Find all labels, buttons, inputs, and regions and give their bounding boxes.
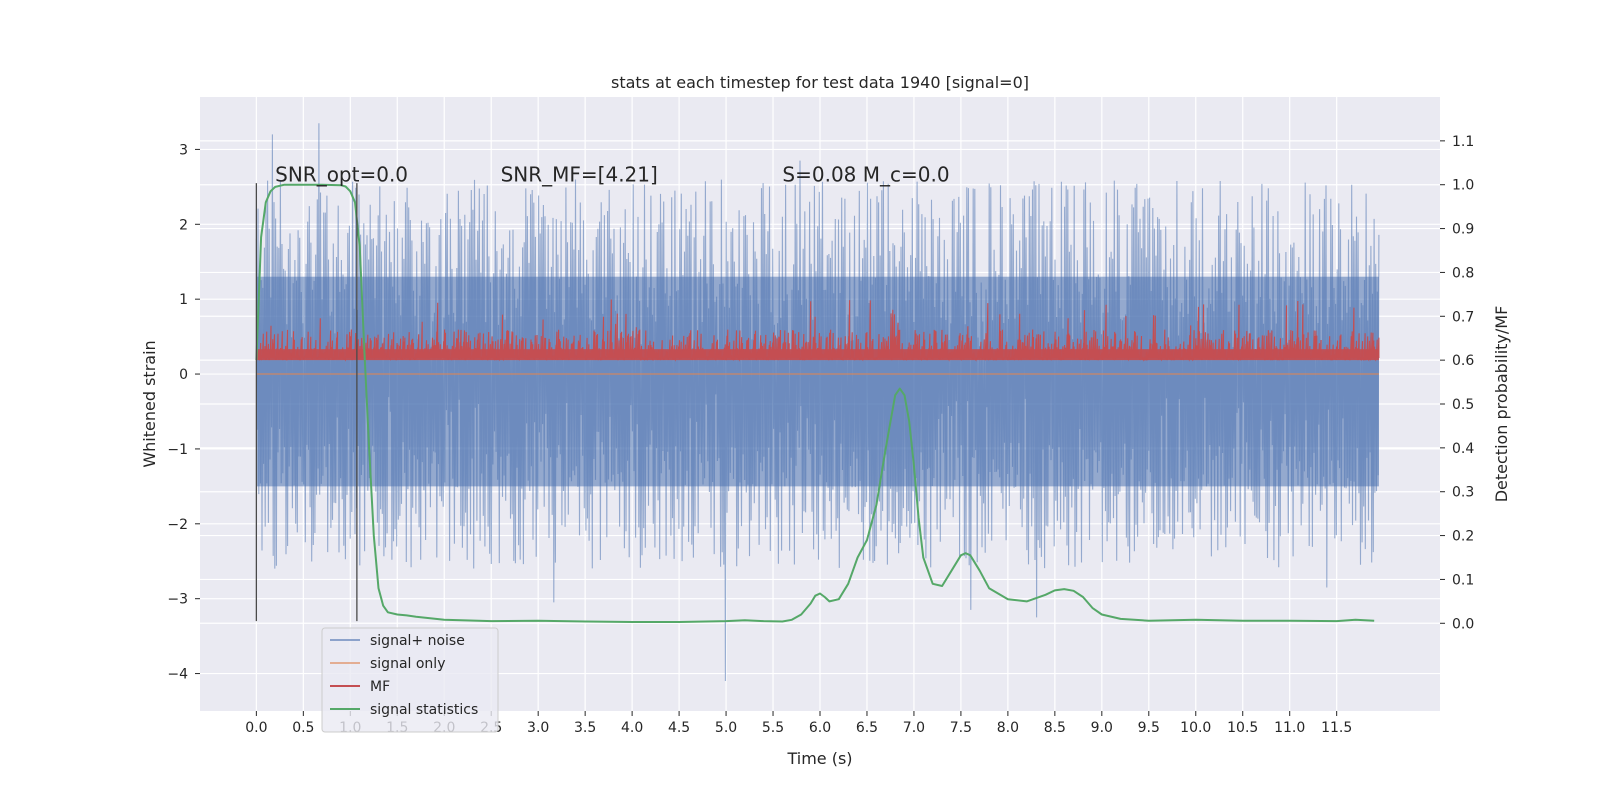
y2-tick-label-6: 0.6 xyxy=(1452,353,1474,369)
x-tick-label-10: 5.0 xyxy=(715,720,737,736)
x-tick-label-9: 4.5 xyxy=(668,720,690,736)
legend-box xyxy=(321,627,499,733)
y2-tick-label-9: 0.9 xyxy=(1452,222,1474,238)
x-tick-label-1: 0.5 xyxy=(292,720,314,736)
legend-label-2: MF xyxy=(370,679,390,695)
y2-tick-label-7: 0.7 xyxy=(1452,309,1474,325)
y2-ticks: 0.0 0.1 0.2 0.3 0.4 0.5 0.6 0.7 0.8 0.9 1.0 1.1 xyxy=(1440,134,1474,632)
y-tick-label-7: 3 xyxy=(179,142,188,158)
y2-tick-label-3: 0.3 xyxy=(1452,485,1474,501)
y-tick-label-0: −4 xyxy=(167,667,188,683)
y2-tick-label-1: 0.1 xyxy=(1452,572,1474,588)
x-tick-label-0: 0.0 xyxy=(245,720,267,736)
x-tick-label-13: 6.5 xyxy=(856,720,878,736)
x-tick-label-23: 11.5 xyxy=(1321,720,1352,736)
y-tick-label-4: 0 xyxy=(179,367,188,383)
x-tick-label-21: 10.5 xyxy=(1227,720,1258,736)
y2-tick-label-10: 1.0 xyxy=(1452,178,1474,194)
legend-label-0: signal+ noise xyxy=(370,633,465,649)
annotation-s-mc: S=0.08 M_c=0.0 xyxy=(782,162,949,186)
legend-label-1: signal only xyxy=(370,656,445,672)
y2-tick-label-4: 0.4 xyxy=(1452,441,1474,457)
x-tick-label-12: 6.0 xyxy=(809,720,831,736)
x-tick-label-11: 5.5 xyxy=(762,720,784,736)
vlines xyxy=(255,183,358,622)
y2-axis-label: Detection probability/MF xyxy=(1492,306,1511,503)
annotation-snr-mf: SNR_MF=[4.21] xyxy=(501,162,658,186)
x-axis-label: Time (s) xyxy=(786,749,852,768)
y-tick-label-6: 2 xyxy=(179,217,188,233)
y2-tick-label-5: 0.5 xyxy=(1452,397,1474,413)
series-signal-statistics xyxy=(255,183,1375,623)
y2-tick-label-2: 0.2 xyxy=(1452,529,1474,545)
x-tick-label-19: 9.5 xyxy=(1138,720,1160,736)
y-tick-label-1: −3 xyxy=(167,592,188,608)
y-tick-label-5: 1 xyxy=(179,292,188,308)
legend: signal+ noise signal only MF signal statist… xyxy=(321,627,499,733)
x-tick-label-7: 3.5 xyxy=(574,720,596,736)
y-axis-label: Whitened strain xyxy=(140,340,159,467)
y-tick-label-3: −1 xyxy=(167,442,188,458)
y-ticks: −4 −3 −2 −1 0 1 2 3 xyxy=(167,142,200,683)
x-tick-label-15: 7.5 xyxy=(950,720,972,736)
x-tick-label-17: 8.5 xyxy=(1044,720,1066,736)
chart-title: stats at each timestep for test data 194… xyxy=(611,73,1029,92)
y2-tick-label-0: 0.0 xyxy=(1452,616,1474,632)
x-tick-label-18: 9.0 xyxy=(1091,720,1113,736)
x-tick-label-16: 8.0 xyxy=(997,720,1019,736)
y2-tick-label-8: 0.8 xyxy=(1452,265,1474,281)
x-tick-label-8: 4.0 xyxy=(621,720,643,736)
data-layer xyxy=(255,123,1380,682)
x-tick-label-22: 11.0 xyxy=(1274,720,1305,736)
y-tick-label-2: −2 xyxy=(167,517,188,533)
x-tick-label-6: 3.0 xyxy=(527,720,549,736)
annotation-snr-opt: SNR_opt=0.0 xyxy=(275,162,408,186)
x-tick-label-20: 10.0 xyxy=(1180,720,1211,736)
series-mf xyxy=(255,299,1380,362)
y2-tick-label-11: 1.1 xyxy=(1452,134,1474,150)
series-signal-noise xyxy=(255,123,1380,682)
x-tick-label-14: 7.0 xyxy=(903,720,925,736)
legend-label-3: signal statistics xyxy=(370,702,478,718)
